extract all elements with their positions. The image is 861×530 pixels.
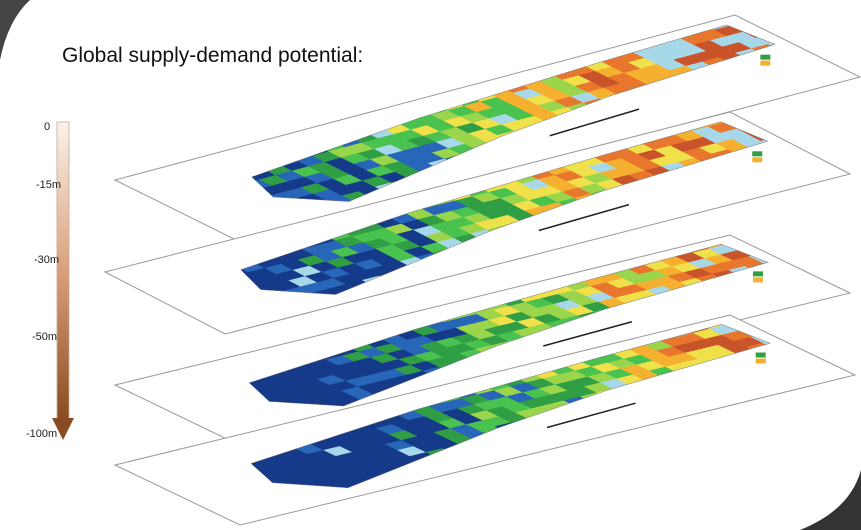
- corner-decoration: [800, 470, 861, 530]
- slide: Global supply-demand potential: 0 -15m -30…: [0, 0, 861, 530]
- map-layers: [105, 15, 860, 525]
- depth-label: -50m: [32, 331, 57, 343]
- depth-label: -15m: [36, 179, 61, 191]
- legend-swatch: [753, 277, 763, 282]
- legend-swatch: [756, 353, 766, 358]
- slide-title: Global supply-demand potential:: [62, 44, 363, 67]
- legend-swatch: [756, 359, 766, 364]
- legend-swatch: [760, 61, 770, 66]
- depth-arrow: [52, 122, 74, 440]
- corner-decoration: [0, 0, 30, 60]
- depth-labels: 0 -15m -30m -50m -100m: [26, 121, 61, 440]
- legend-swatch: [752, 157, 762, 162]
- depth-label: -100m: [26, 428, 57, 440]
- depth-label: 0: [44, 121, 50, 133]
- legend-swatch: [753, 271, 763, 276]
- page: Global supply-demand potential: 0 -15m -30…: [0, 0, 861, 530]
- legend-swatch: [752, 151, 762, 156]
- legend-swatch: [760, 55, 770, 60]
- depth-label: -30m: [34, 254, 59, 266]
